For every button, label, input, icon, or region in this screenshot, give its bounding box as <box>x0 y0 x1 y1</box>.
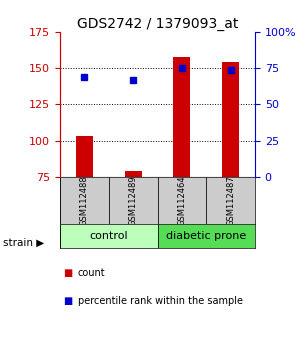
Bar <box>206 177 255 224</box>
Bar <box>60 177 109 224</box>
Text: GSM112487: GSM112487 <box>226 175 235 226</box>
Text: GSM112464: GSM112464 <box>177 175 186 226</box>
Bar <box>173 57 190 177</box>
Text: strain ▶: strain ▶ <box>3 238 44 247</box>
Bar <box>158 177 206 224</box>
Bar <box>109 177 158 224</box>
Bar <box>158 224 255 248</box>
Title: GDS2742 / 1379093_at: GDS2742 / 1379093_at <box>77 17 238 31</box>
Bar <box>60 224 158 248</box>
Text: count: count <box>78 268 106 278</box>
Text: diabetic prone: diabetic prone <box>166 231 246 241</box>
Text: ■: ■ <box>63 268 72 278</box>
Text: GSM112488: GSM112488 <box>80 175 89 226</box>
Text: ■: ■ <box>63 296 72 306</box>
Bar <box>222 62 239 177</box>
Text: control: control <box>89 231 128 241</box>
Text: GSM112489: GSM112489 <box>129 175 138 226</box>
Bar <box>124 171 142 177</box>
Bar <box>76 136 93 177</box>
Text: percentile rank within the sample: percentile rank within the sample <box>78 296 243 306</box>
